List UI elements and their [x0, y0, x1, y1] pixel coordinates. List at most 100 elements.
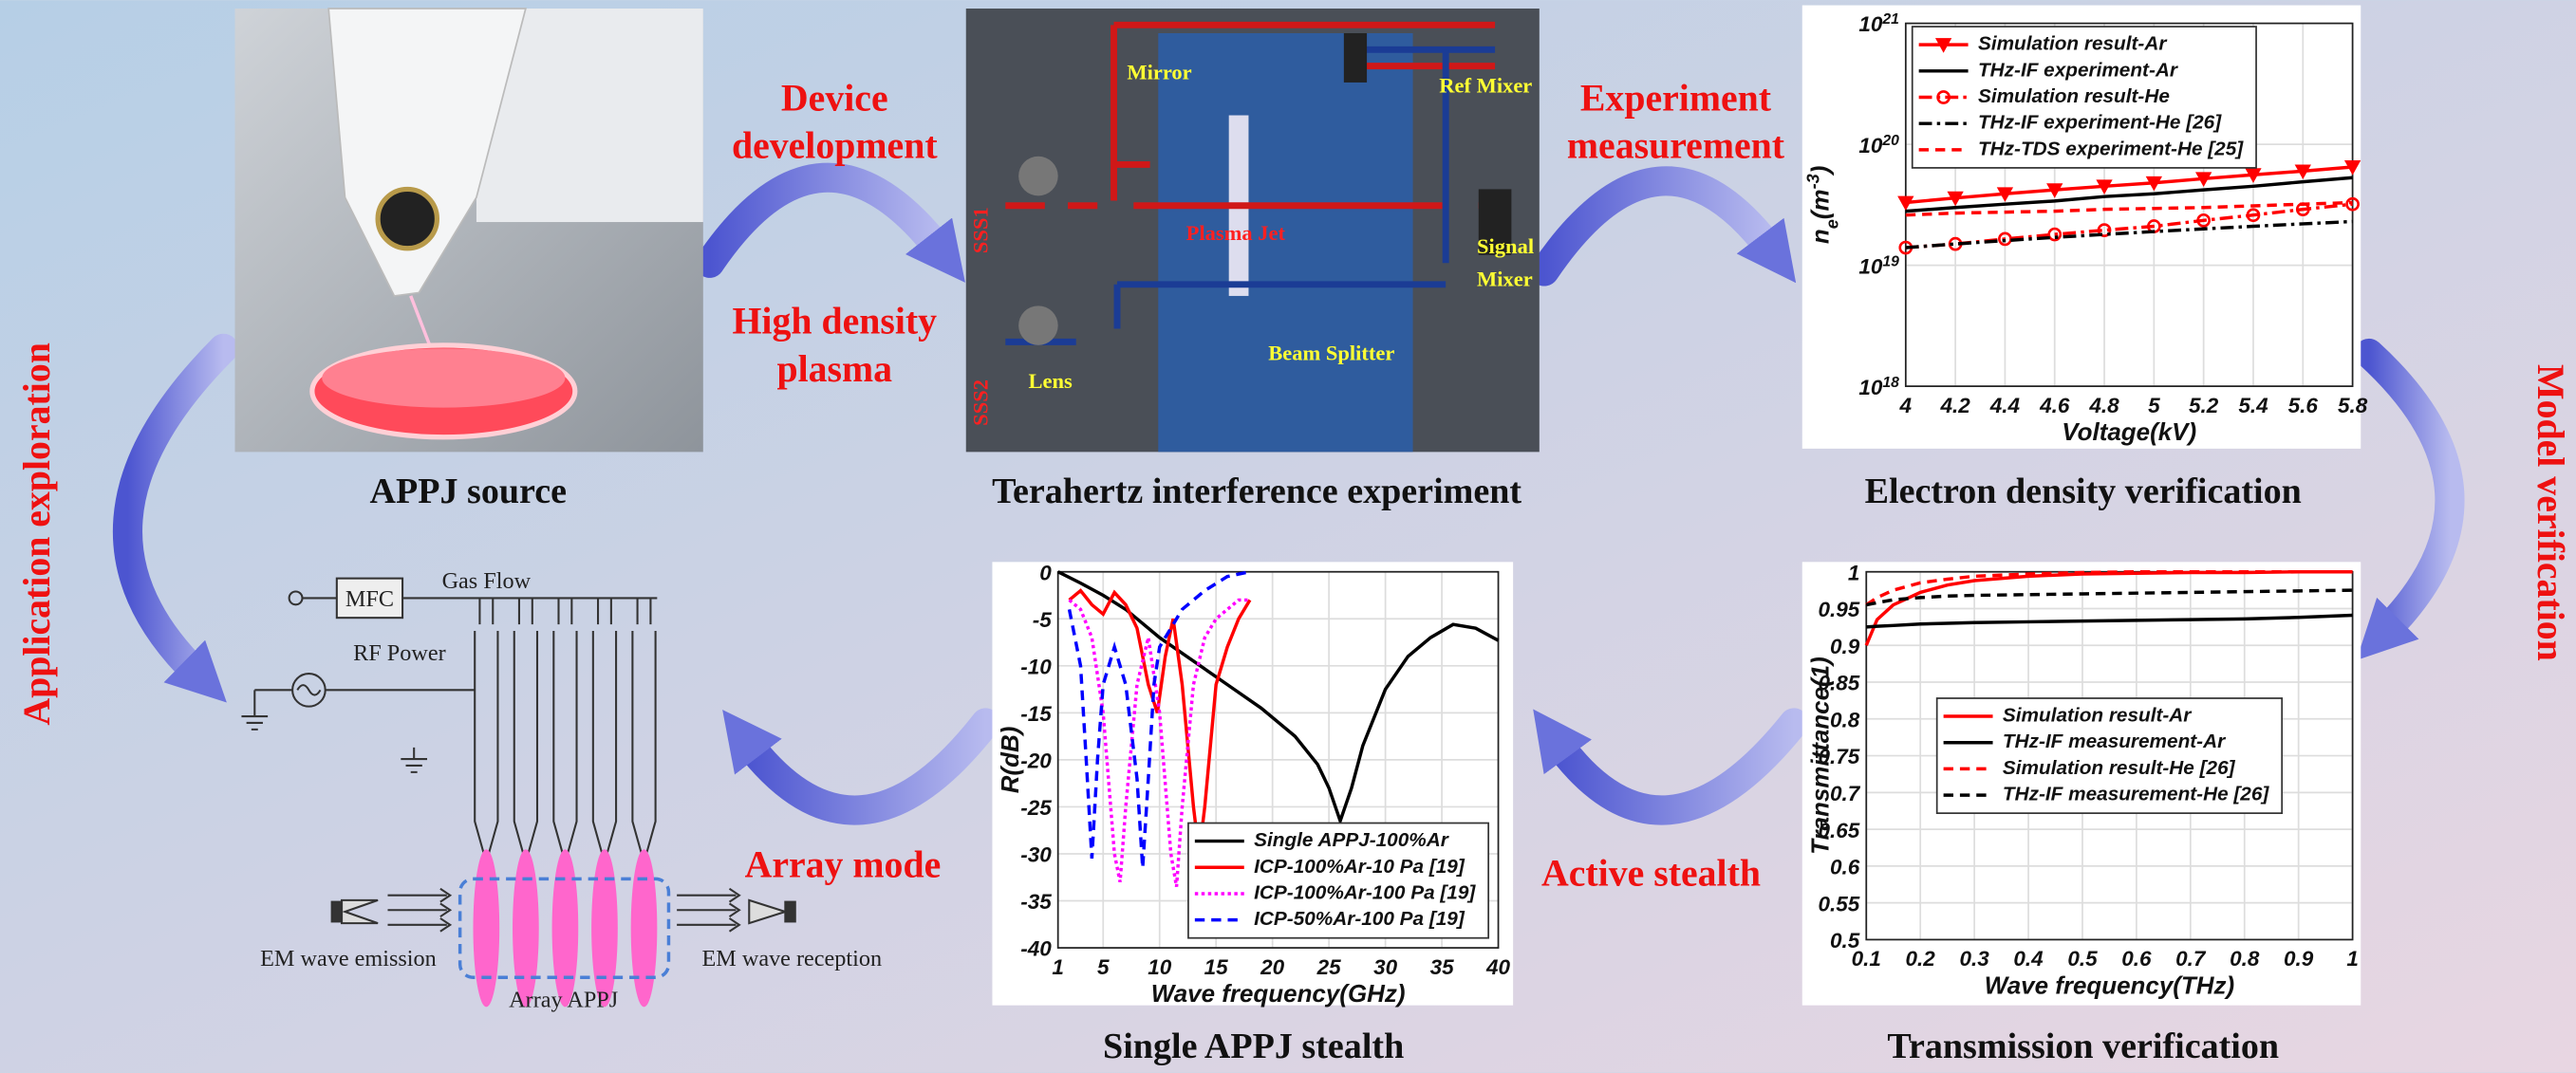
x-tick-label: 4.8	[2088, 394, 2119, 417]
caption: Single APPJ stealth	[1103, 1027, 1404, 1066]
y-tick-label: 0.9	[1830, 635, 1860, 658]
series-line	[1866, 613, 2353, 629]
x-tick-label: 20	[1260, 955, 1285, 979]
y-axis-label: Transmittance(1)	[1805, 657, 1834, 855]
point-marker	[2343, 160, 2361, 176]
series-line	[1068, 598, 1250, 887]
y-tick-label: 0.65	[1819, 819, 1860, 842]
x-tick-label: 4	[1899, 394, 1913, 417]
legend-label: Simulation result-Ar	[1978, 33, 2168, 55]
point-marker	[2097, 223, 2112, 237]
legend-label: THz-IF experiment-Ar	[1978, 59, 2179, 81]
x-tick-label: 0.3	[1959, 947, 1989, 971]
thz-setup-photo: Mirror Ref Mixer SSS1 Plasma Jet Signal …	[965, 9, 1540, 453]
diagram-label: Gas Flow	[442, 568, 532, 594]
legend-label: THz-TDS experiment-He [25]	[1978, 138, 2244, 159]
caption: Transmission verification	[1887, 1027, 2279, 1066]
point-marker	[2195, 172, 2212, 187]
x-tick-label: 10	[1148, 955, 1172, 979]
series-line	[1905, 219, 2353, 250]
setup-label: Plasma Jet	[1186, 221, 1286, 245]
y-tick-label: -30	[1020, 843, 1052, 867]
arrow	[112, 333, 238, 703]
legend-item: Single APPJ-100%Ar	[1194, 829, 1450, 851]
legend: Simulation result-Ar THz-IF experiment-Ar…	[1911, 26, 2257, 169]
appj-photo	[234, 8, 703, 453]
series-line	[1067, 570, 1251, 868]
legend-item: ICP-50%Ar-100 Pa [19]	[1194, 908, 1465, 930]
setup-label: Mixer	[1477, 268, 1533, 291]
y-tick-label: 0.55	[1819, 892, 1860, 916]
diagram-label: RF Power	[353, 640, 446, 666]
x-tick-label: 0.2	[1906, 947, 1936, 971]
legend-label: THz-IF measurement-He [26]	[2003, 784, 2269, 805]
legend-box	[1911, 26, 2257, 169]
x-tick-label: 0.6	[2121, 947, 2152, 971]
x-tick-label: 25	[1316, 955, 1342, 979]
flow-label: development	[732, 125, 938, 167]
point-marker	[2294, 164, 2311, 180]
caption: Terahertz interference experiment	[992, 472, 1521, 511]
plasma-columns	[473, 849, 658, 1008]
legend-label: Simulation result-Ar	[2003, 705, 2193, 727]
x-tick-label: 4.2	[1939, 394, 1970, 417]
caption: Electron density verification	[1865, 472, 2302, 511]
y-tick-label: 0.6	[1830, 856, 1860, 879]
setup-label: Mirror	[1127, 60, 1191, 83]
legend-item: Simulation result-Ar	[1943, 705, 2193, 727]
x-tick-label: 4.6	[2039, 394, 2070, 417]
chart: 1 5 10 15 20 25 30 35 40-40-35-30-25-20-15-10-50…	[992, 561, 1514, 1008]
y-tick-label: -20	[1020, 749, 1052, 773]
optic	[1018, 305, 1058, 345]
diagram-label: Array APPJ	[509, 987, 618, 1012]
series-line	[1905, 165, 2353, 205]
flow-label: Model verification	[2529, 364, 2571, 661]
y-tick-label: -10	[1020, 655, 1052, 678]
plot-frame	[1056, 570, 1500, 949]
x-tick-label: 4.4	[1989, 394, 2021, 417]
legend-item: ICP-100%Ar-10 Pa [19]	[1194, 856, 1465, 878]
arrow	[1529, 166, 1797, 287]
legend: Single APPJ-100%Ar ICP-100%Ar-10 Pa [19] I…	[1187, 822, 1490, 939]
chart: 0.1 0.2 0.3 0.4 0.5 0.6 0.7 0.8 0.9 1 0.5 0.55 0.6 0.…	[1801, 561, 2361, 1006]
chart: 4 4.2 4.4 4.6 4.8 5 5.2 5.4 5.6 5.810181019102010…	[1801, 5, 2368, 449]
flow-label: Active stealth	[1541, 852, 1761, 894]
x-tick-label: 5.8	[2338, 394, 2368, 417]
x-axis-label: Wave frequency(THz)	[1985, 971, 2234, 1000]
legend-label: Simulation result-He [26]	[2003, 757, 2236, 779]
legend-label: ICP-100%Ar-10 Pa [19]	[1254, 856, 1465, 878]
flow-label: measurement	[1567, 125, 1785, 167]
emblem	[375, 186, 440, 251]
legend-item: THz-IF experiment-He [26]	[1918, 112, 2222, 134]
x-tick-label: 0.7	[2175, 947, 2207, 971]
y-tick-label: 0.95	[1819, 598, 1860, 621]
x-axis-label: Voltage(kV)	[2062, 417, 2196, 446]
flow-arrows	[112, 162, 2465, 825]
y-axis-label: R(dB)	[996, 727, 1024, 794]
charts: 4 4.2 4.4 4.6 4.8 5 5.2 5.4 5.6 5.810181019102010…	[992, 5, 2368, 1008]
legend-item: THz-TDS experiment-He [25]	[1918, 138, 2244, 159]
point-marker	[2047, 227, 2063, 242]
x-tick-label: 0.4	[2013, 947, 2044, 971]
legend-label: ICP-100%Ar-100 Pa [19]	[1254, 881, 1476, 903]
x-tick-label: 5.6	[2288, 394, 2319, 417]
optic	[1018, 156, 1058, 196]
flow-label: Application exploration	[16, 342, 58, 726]
x-tick-label: 5	[1097, 955, 1110, 979]
flow-label: High density	[732, 301, 937, 342]
x-tick-label: 5	[2148, 394, 2160, 417]
y-tick-label: -40	[1020, 937, 1052, 961]
setup-label: SSS2	[968, 379, 992, 426]
y-tick-label: 0.85	[1819, 672, 1860, 695]
x-tick-label: 0.5	[2067, 947, 2098, 971]
arrow	[2354, 338, 2465, 661]
legend-box	[1935, 697, 2284, 815]
red-beams	[1005, 21, 1508, 210]
y-tick-label: 0	[1039, 561, 1052, 584]
x-tick-label: 30	[1373, 955, 1398, 979]
flow-label: Array mode	[745, 844, 942, 886]
legend-label: THz-IF experiment-He [26]	[1978, 112, 2222, 134]
series-line	[1865, 569, 2353, 607]
legend-label: THz-IF measurement-Ar	[2003, 731, 2227, 752]
